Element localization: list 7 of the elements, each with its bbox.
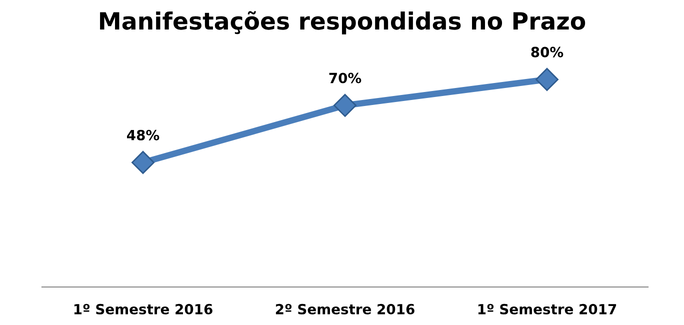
data-label: 70%: [329, 72, 362, 84]
chart-title: Manifestações respondidas no Prazo: [100, 11, 586, 34]
x-tick-label: 1º Semestre 2017: [478, 304, 616, 314]
x-tick-label: 1º Semestre 2016: [74, 304, 212, 314]
data-label: 80%: [531, 46, 564, 58]
data-label: 48%: [127, 130, 160, 140]
x-tick-label: 2º Semestre 2016: [276, 304, 414, 314]
